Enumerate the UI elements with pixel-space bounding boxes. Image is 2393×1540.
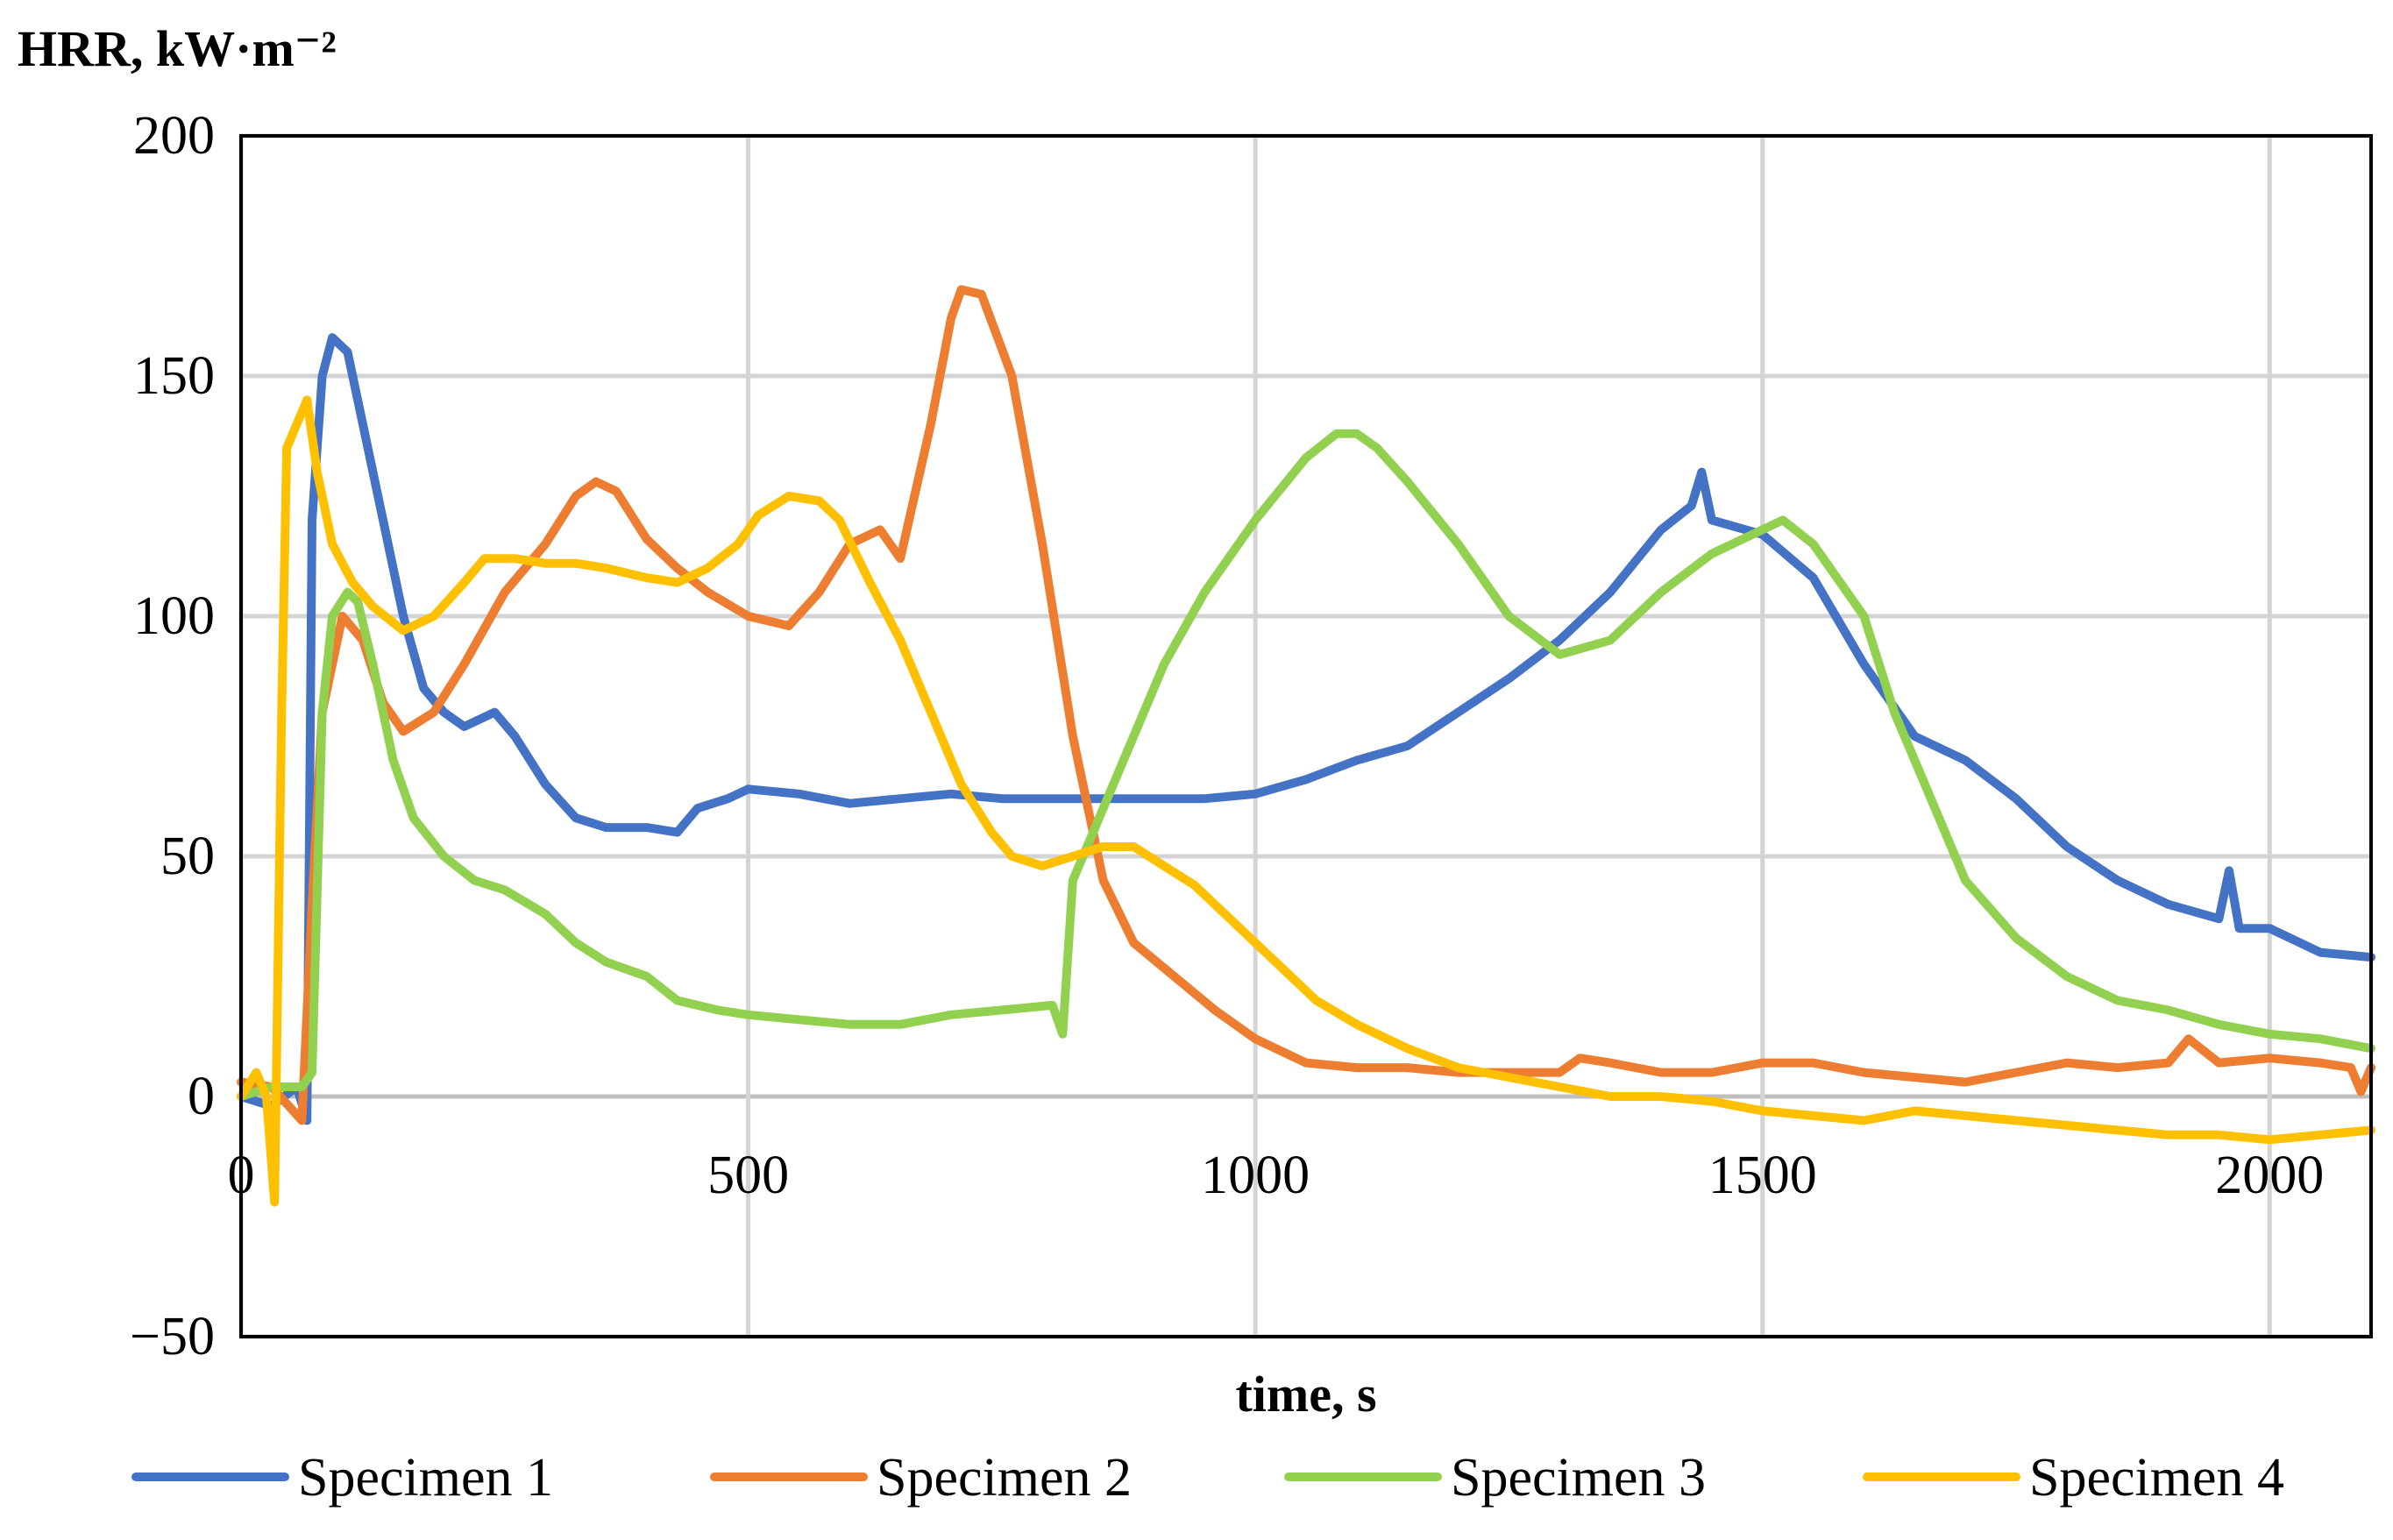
legend-label-specimen-2: Specimen 2 — [877, 1448, 1132, 1508]
y-tick-label: 0 — [188, 1067, 215, 1126]
y-axis-label: HRR, kW·m⁻² — [18, 20, 337, 77]
y-tick-label: −50 — [130, 1307, 215, 1366]
legend-label-specimen-1: Specimen 1 — [298, 1448, 553, 1508]
y-tick-label: 50 — [160, 827, 215, 886]
series-line-specimen-3 — [237, 429, 2375, 1101]
x-tick-label: 500 — [707, 1146, 789, 1205]
series-lines — [237, 285, 2375, 1207]
legend-label-specimen-4: Specimen 4 — [2029, 1448, 2284, 1508]
x-tick-label: 1500 — [1708, 1146, 1817, 1205]
x-tick-label: 1000 — [1201, 1146, 1310, 1205]
legend: Specimen 1 Specimen 2 Specimen 3 Specimen 4 — [131, 1448, 2284, 1508]
y-tick-label: 200 — [133, 106, 215, 166]
plot-area-frame — [239, 134, 2373, 1338]
y-tick-label: 150 — [133, 346, 215, 406]
legend-label-specimen-3: Specimen 3 — [1451, 1448, 1706, 1508]
x-axis-label: time, s — [1235, 1366, 1376, 1423]
series-line-specimen-1 — [237, 333, 2375, 1125]
x-tick-label: 2000 — [2215, 1146, 2324, 1205]
series-line-specimen-4 — [237, 395, 2375, 1207]
y-tick-label: 100 — [133, 586, 215, 646]
series-line-specimen-2 — [237, 285, 2375, 1125]
